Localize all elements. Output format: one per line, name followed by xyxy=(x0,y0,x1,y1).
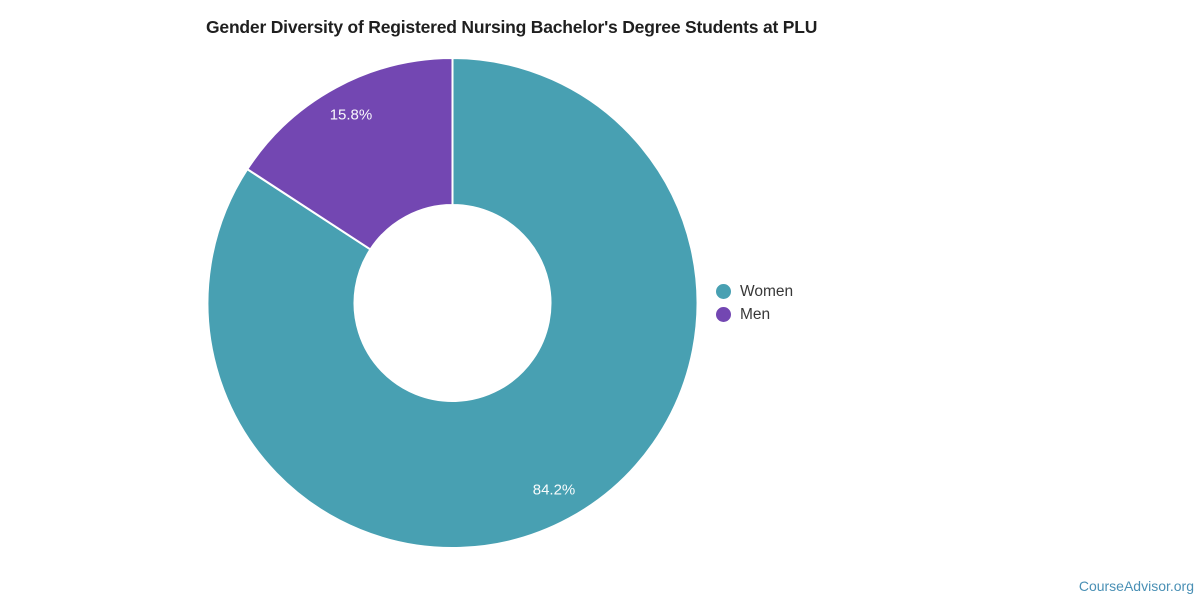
legend: Women Men xyxy=(716,280,793,326)
attribution-link[interactable]: CourseAdvisor.org xyxy=(1078,578,1194,594)
chart-title: Gender Diversity of Registered Nursing B… xyxy=(206,17,818,37)
legend-item-men[interactable]: Men xyxy=(716,303,793,326)
slice-label-women: 84.2% xyxy=(533,481,576,498)
legend-item-women[interactable]: Women xyxy=(716,280,793,303)
legend-label-women: Women xyxy=(740,282,794,300)
legend-label-men: Men xyxy=(740,305,771,323)
legend-marker-men-icon xyxy=(716,307,731,322)
pie-slice-men[interactable] xyxy=(246,57,454,251)
slice-label-men: 15.8% xyxy=(330,107,373,124)
pie-slice-women[interactable] xyxy=(206,57,699,549)
legend-marker-women-icon xyxy=(716,284,731,299)
